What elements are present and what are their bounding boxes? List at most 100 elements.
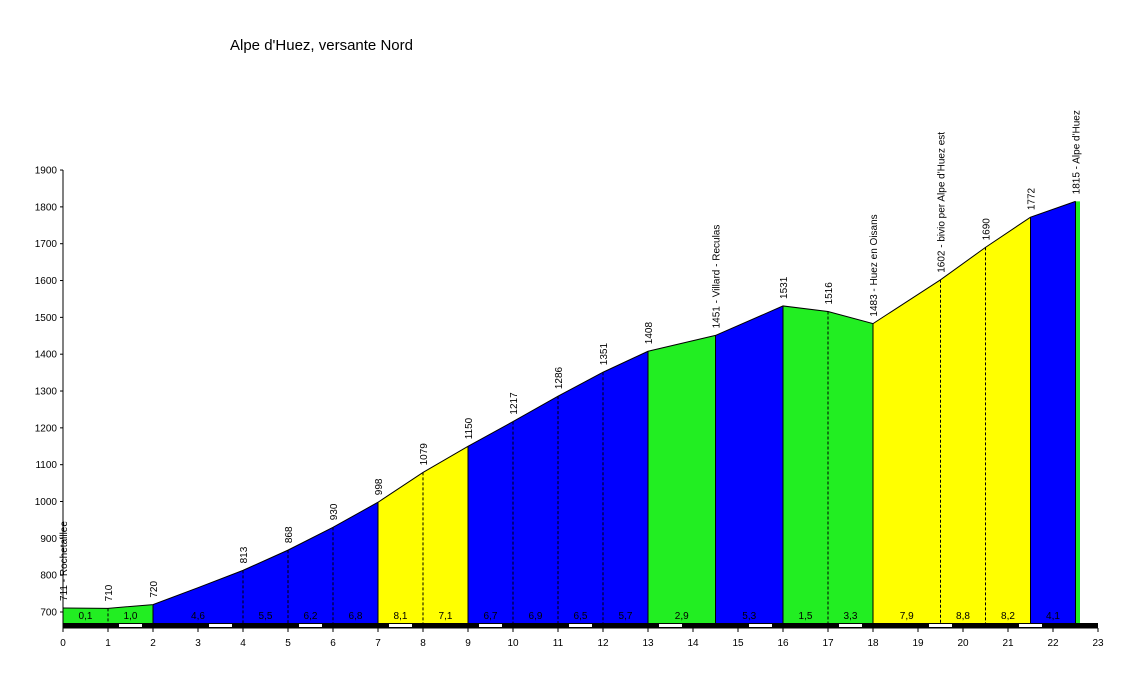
segment-fill-6 xyxy=(783,305,873,623)
altitude-label-15: 1516 xyxy=(824,282,835,305)
scale-gap-19 xyxy=(929,624,952,627)
altitude-label-2: 720 xyxy=(149,581,160,598)
gradient-label-13: 5,3 xyxy=(742,611,756,622)
scale-gap-9 xyxy=(479,624,502,627)
x-tick-label-15: 15 xyxy=(732,638,744,649)
profile-line xyxy=(62,200,1076,609)
scale-gap-13 xyxy=(659,624,682,627)
scale-block-12 xyxy=(603,623,648,628)
y-tick-label-2: 900 xyxy=(40,534,57,545)
y-tick-label-6: 1300 xyxy=(35,387,58,398)
x-tick-label-9: 9 xyxy=(465,638,471,649)
segment-fill-1 xyxy=(153,502,378,623)
gradient-label-19: 4,1 xyxy=(1046,611,1060,622)
scale-gap-21 xyxy=(1019,624,1042,627)
y-tick-label-7: 1400 xyxy=(35,350,58,361)
axes: 7008009001000110012001300140015001600170… xyxy=(35,166,1104,649)
scale-gap-15 xyxy=(749,624,772,627)
altitude-label-13: 1451 - Villard - Reculas xyxy=(712,225,723,329)
x-tick-label-8: 8 xyxy=(420,638,426,649)
gradient-label-2: 4,6 xyxy=(191,611,205,622)
segment-fill-7 xyxy=(873,217,1031,623)
chart-title: Alpe d'Huez, versante Nord xyxy=(230,37,413,54)
gradient-label-7: 7,1 xyxy=(439,611,453,622)
scale-block-4 xyxy=(243,623,288,628)
altitude-label-17: 1602 - bivio per Alpe d'Huez est xyxy=(937,132,948,273)
altitude-label-6: 998 xyxy=(374,478,385,495)
altitude-label-7: 1079 xyxy=(419,443,430,466)
y-tick-label-10: 1700 xyxy=(35,239,58,250)
x-tick-label-5: 5 xyxy=(285,638,291,649)
altitude-label-11: 1351 xyxy=(599,343,610,366)
gradient-label-12: 2,9 xyxy=(675,611,689,622)
gradient-label-17: 8,8 xyxy=(956,611,970,622)
x-tick-label-3: 3 xyxy=(195,638,201,649)
x-tick-label-19: 19 xyxy=(912,638,924,649)
gradient-label-4: 6,2 xyxy=(304,611,318,622)
x-tick-label-20: 20 xyxy=(957,638,969,649)
scale-block-22 xyxy=(1053,623,1098,628)
scale-block-16 xyxy=(783,623,828,628)
gradient-label-1: 1,0 xyxy=(124,611,138,622)
x-tick-label-13: 13 xyxy=(642,638,654,649)
altitude-label-1: 710 xyxy=(104,584,115,601)
gradient-label-0: 0,1 xyxy=(79,611,93,622)
gradient-label-6: 8,1 xyxy=(394,611,408,622)
x-tick-label-14: 14 xyxy=(687,638,699,649)
y-tick-label-3: 1000 xyxy=(35,497,58,508)
x-tick-label-7: 7 xyxy=(375,638,381,649)
scale-block-18 xyxy=(873,623,918,628)
scale-block-14 xyxy=(693,623,738,628)
y-tick-label-12: 1900 xyxy=(35,166,58,177)
altitude-label-18: 1690 xyxy=(982,218,993,241)
altitude-label-19: 1772 xyxy=(1027,187,1038,210)
scale-block-0 xyxy=(63,623,108,628)
scale-block-8 xyxy=(423,623,468,628)
scale-gap-1 xyxy=(119,624,142,627)
altitude-label-16: 1483 - Huez en Oisans xyxy=(869,214,880,316)
x-tick-label-6: 6 xyxy=(330,638,336,649)
altitude-label-14: 1531 xyxy=(779,276,790,299)
x-tick-label-10: 10 xyxy=(507,638,519,649)
scale-block-10 xyxy=(513,623,558,628)
altitude-label-10: 1286 xyxy=(554,366,565,389)
x-tick-label-11: 11 xyxy=(553,638,564,649)
y-tick-label-1: 800 xyxy=(40,571,57,582)
gradient-label-5: 6,8 xyxy=(349,611,363,622)
y-tick-label-11: 1800 xyxy=(35,202,58,213)
x-tick-label-4: 4 xyxy=(240,638,246,649)
x-tick-label-2: 2 xyxy=(150,638,156,649)
segment-fill-8 xyxy=(1030,201,1076,623)
altitude-label-0: 711 - Rochetaillee xyxy=(59,521,70,601)
x-tick-label-0: 0 xyxy=(60,638,66,649)
y-tick-label-4: 1100 xyxy=(35,460,57,471)
x-tick-label-18: 18 xyxy=(867,638,879,649)
gradient-label-14: 1,5 xyxy=(799,611,813,622)
altitude-labels: 711 - Rochetaillee 710 720 813 868 930 998 1079… xyxy=(59,110,1083,601)
segment-fill-9 xyxy=(1075,201,1080,623)
y-tick-label-8: 1500 xyxy=(35,313,58,324)
scale-gap-5 xyxy=(299,624,322,627)
gradient-label-9: 6,9 xyxy=(529,611,543,622)
altitude-label-9: 1217 xyxy=(509,392,520,415)
x-tick-label-1: 1 xyxy=(105,638,111,649)
scale-gap-17 xyxy=(839,624,862,627)
gradient-label-18: 8,2 xyxy=(1001,611,1015,622)
profile-outline xyxy=(62,200,1076,609)
distance-scale-bar xyxy=(63,623,1098,628)
gradient-label-10: 6,5 xyxy=(574,611,588,622)
altitude-label-3: 813 xyxy=(239,546,250,563)
scale-gap-7 xyxy=(389,624,412,627)
x-tick-label-17: 17 xyxy=(822,638,834,649)
altitude-label-12: 1408 xyxy=(644,322,655,345)
profile-fills xyxy=(63,201,1080,623)
altitude-label-5: 930 xyxy=(329,503,340,520)
gradient-label-16: 7,9 xyxy=(900,611,914,622)
gradient-label-11: 5,7 xyxy=(619,611,633,622)
y-tick-label-0: 700 xyxy=(40,608,57,619)
y-tick-label-9: 1600 xyxy=(35,276,58,287)
x-tick-label-21: 21 xyxy=(1002,638,1014,649)
altitude-label-20: 1815 - Alpe d'Huez xyxy=(1072,110,1083,194)
segment-fill-4 xyxy=(648,335,716,623)
